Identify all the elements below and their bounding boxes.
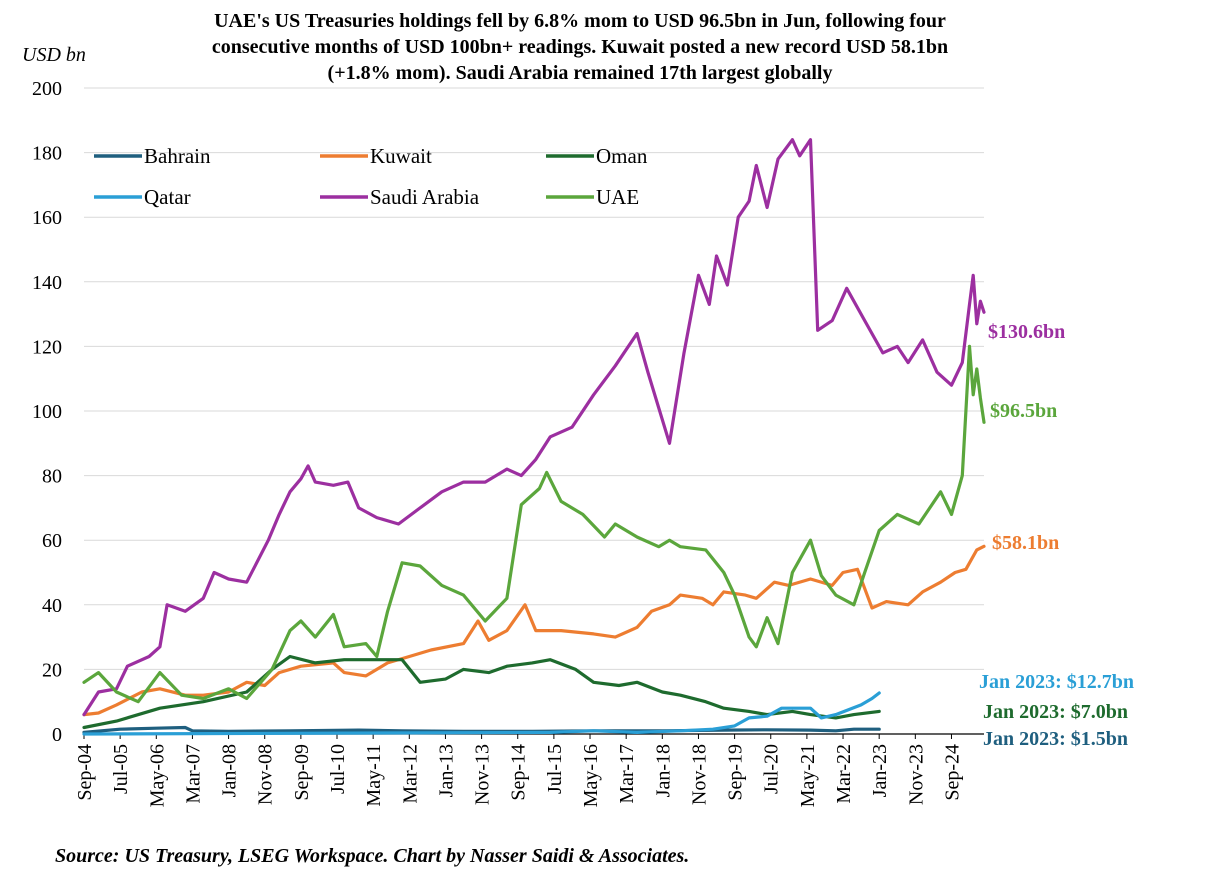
legend-label: Bahrain [144,144,211,168]
y-tick-label: 0 [52,724,62,746]
legend-item-qatar: Qatar [94,185,191,209]
y-tick-label: 160 [32,207,62,229]
x-tick-label: Nov-13 [472,744,494,805]
legend-label: Oman [596,144,648,168]
x-tick-label: Jan-13 [435,744,457,797]
series-line-saudi-arabia [82,138,986,717]
y-tick-label: 200 [32,78,62,100]
legend-item-kuwait: Kuwait [320,144,432,168]
series-line-uae [82,344,986,704]
y-tick-label: 40 [42,595,62,617]
x-tick-label: Jul-10 [327,744,349,794]
chart-title-line-3: (+1.8% mom). Saudi Arabia remained 17th … [327,62,833,84]
end-label-kuwait: $58.1bn [992,532,1059,554]
x-tick-label: Jul-20 [761,744,783,794]
x-tick-label: Jan-08 [219,744,241,797]
end-label-bahrain: Jan 2023: $1.5bn [983,728,1128,750]
y-axis-unit-label: USD bn [22,44,86,66]
x-tick-label: Sep-04 [74,744,96,801]
legend-label: Kuwait [370,144,432,168]
legend-item-oman: Oman [546,144,648,168]
x-tick-label: Sep-24 [941,744,963,801]
y-tick-label: 120 [32,336,62,358]
x-tick-label: Mar-07 [182,744,204,804]
end-label-saudi-arabia: $130.6bn [988,321,1065,343]
x-tick-label: Mar-12 [399,744,421,804]
legend-item-bahrain: Bahrain [94,144,211,168]
series-line-oman [82,654,881,730]
x-tick-label: May-16 [580,744,602,807]
series-lines [82,138,986,736]
x-tick-label: Nov-18 [688,744,710,805]
x-tick-label: Nov-23 [905,744,927,805]
end-label-qatar: Jan 2023: $12.7bn [979,671,1134,693]
x-tick-label: Jul-15 [544,744,566,794]
x-tick-label: May-11 [363,744,385,807]
x-tick-label: Sep-14 [508,744,530,801]
x-tick-label: Jul-05 [110,744,132,794]
legend-label: Saudi Arabia [370,185,480,209]
legend: Bahrain Kuwait Oman Qatar Saudi Arabia UAE [94,144,648,209]
axes: 0 20 40 60 80 100 120 140 160 180 200 Sep-04 Jul-05 M… [32,78,984,807]
series-line-qatar [82,691,881,736]
legend-item-saudi-arabia: Saudi Arabia [320,185,480,209]
chart-title-line-2: consecutive months of USD 100bn+ reading… [211,36,949,58]
legend-label: Qatar [144,185,191,209]
y-tick-label: 20 [42,659,62,681]
x-tick-label: Nov-08 [255,744,277,805]
legend-label: UAE [596,185,639,209]
chart-title: UAE's US Treasuries holdings fell by 6.8… [100,8,1060,86]
chart-title-line-1: UAE's US Treasuries holdings fell by 6.8… [214,10,946,32]
y-tick-label: 100 [32,401,62,423]
x-tick-label: Mar-17 [616,744,638,804]
x-tick-label: Jan-23 [869,744,891,797]
source-note: Source: US Treasury, LSEG Workspace. Cha… [55,845,690,867]
end-label-uae: $96.5bn [990,400,1057,422]
x-tick-label: Jan-18 [652,744,674,797]
y-tick-label: 180 [32,143,62,165]
end-labels: $130.6bn $96.5bn $58.1bn Jan 2023: $12.7bn J… [979,321,1134,750]
x-tick-label: Sep-09 [291,744,313,801]
x-tick-label: May-21 [797,744,819,807]
x-tick-label: May-06 [146,744,168,807]
x-tick-label: Sep-19 [725,744,747,801]
x-tick-label: Mar-22 [833,744,855,804]
end-label-oman: Jan 2023: $7.0bn [983,701,1128,723]
gridlines [84,87,984,670]
y-tick-label: 140 [32,272,62,294]
y-tick-label: 60 [42,530,62,552]
legend-item-uae: UAE [546,185,639,209]
series-line-kuwait [82,544,986,717]
y-tick-label: 80 [42,466,62,488]
